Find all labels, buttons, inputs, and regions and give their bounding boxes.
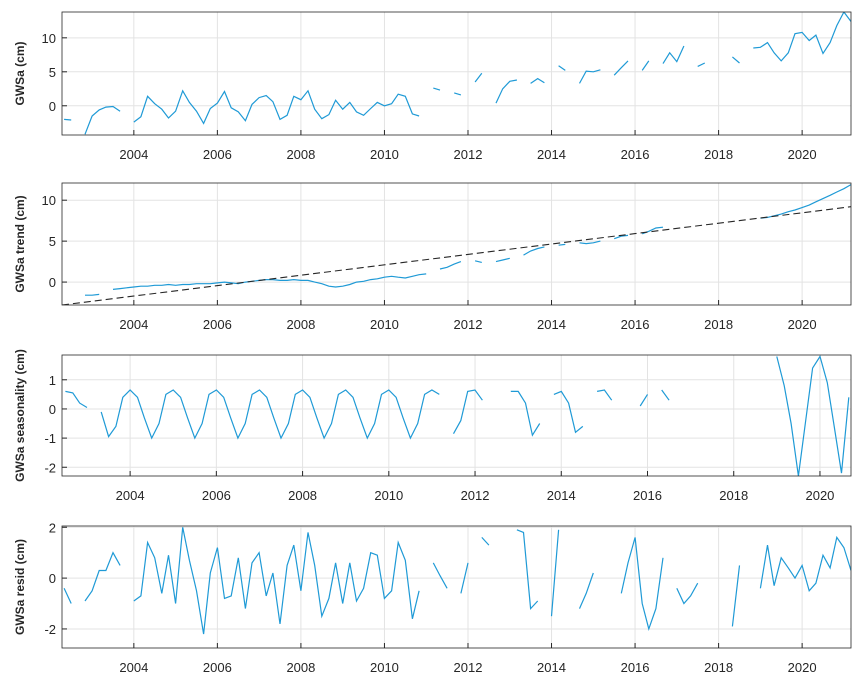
data-line: [63, 527, 851, 635]
y-tick-label: 10: [42, 193, 56, 208]
x-tick-label: 2008: [286, 317, 315, 332]
axes-box: [61, 182, 852, 306]
x-tick-label: 2020: [788, 317, 817, 332]
y-tick-label: 5: [49, 234, 56, 249]
x-tick-label: 2014: [537, 147, 566, 162]
axes-box: [61, 11, 852, 136]
subplot: 2004 2006 2008 2010 2012 2014 2016 2018 2020 -2 0 2…: [13, 520, 852, 675]
x-tick-label: 2012: [454, 317, 483, 332]
subplot: 2004 2006 2008 2010 2012 2014 2016 2018 2020 0 5 10…: [13, 11, 852, 162]
subplot: 2004 2006 2008 2010 2012 2014 2016 2018 2020 0 5 10…: [13, 182, 852, 332]
y-tick-label: 0: [49, 99, 56, 114]
x-tick-label: 2020: [788, 660, 817, 675]
x-tick-label: 2014: [537, 660, 566, 675]
x-tick-label: 2008: [288, 488, 317, 503]
x-tick-label: 2016: [621, 660, 650, 675]
x-tick-label: 2016: [633, 488, 662, 503]
x-tick-label: 2006: [203, 660, 232, 675]
y-tick-label: 1: [49, 373, 56, 388]
axes-box: [61, 525, 852, 649]
data-line: [65, 355, 850, 476]
x-tick-label: 2008: [286, 660, 315, 675]
plot-area: [65, 355, 850, 476]
x-tick-label: 2016: [621, 147, 650, 162]
y-tick-label: 0: [49, 571, 56, 586]
y-tick-label: -2: [44, 460, 56, 475]
x-tick-label: 2018: [704, 660, 733, 675]
x-tick-label: 2012: [454, 660, 483, 675]
y-axis-label: GWSa (cm): [13, 41, 27, 105]
axes-box: [61, 354, 852, 477]
x-tick-label: 2004: [119, 660, 148, 675]
y-tick-label: 10: [42, 31, 56, 46]
x-tick-label: 2006: [203, 147, 232, 162]
y-axis-label: GWSa resid (cm): [13, 539, 27, 635]
y-tick-label: 0: [49, 402, 56, 417]
trend-line: [62, 206, 851, 305]
plot-area: [62, 184, 851, 305]
x-tick-label: 2018: [704, 317, 733, 332]
y-tick-label: 2: [49, 520, 56, 535]
x-tick-label: 2006: [202, 488, 231, 503]
x-tick-label: 2014: [537, 317, 566, 332]
x-tick-label: 2010: [370, 317, 399, 332]
x-tick-label: 2010: [370, 660, 399, 675]
plot-area: [63, 527, 851, 635]
y-axis-label: GWSa seasonality (cm): [13, 349, 27, 482]
y-axis-label: GWSa trend (cm): [13, 195, 27, 292]
x-tick-label: 2018: [704, 147, 733, 162]
x-tick-label: 2016: [621, 317, 650, 332]
x-tick-label: 2020: [788, 147, 817, 162]
y-tick-label: 0: [49, 275, 56, 290]
data-line: [64, 12, 851, 135]
x-tick-label: 2012: [461, 488, 490, 503]
x-tick-label: 2014: [547, 488, 576, 503]
subplot: 2004 2006 2008 2010 2012 2014 2016 2018 2020 -2 -1…: [13, 349, 852, 503]
x-tick-label: 2004: [119, 147, 148, 162]
x-tick-label: 2018: [719, 488, 748, 503]
plot-area: [64, 12, 851, 135]
x-tick-label: 2012: [454, 147, 483, 162]
y-tick-label: -2: [44, 622, 56, 637]
x-tick-label: 2004: [116, 488, 145, 503]
x-tick-label: 2020: [805, 488, 834, 503]
y-tick-label: -1: [44, 431, 56, 446]
y-tick-label: 5: [49, 65, 56, 80]
x-tick-label: 2006: [203, 317, 232, 332]
x-tick-label: 2008: [286, 147, 315, 162]
x-tick-label: 2010: [370, 147, 399, 162]
x-tick-label: 2004: [119, 317, 148, 332]
x-tick-label: 2010: [374, 488, 403, 503]
